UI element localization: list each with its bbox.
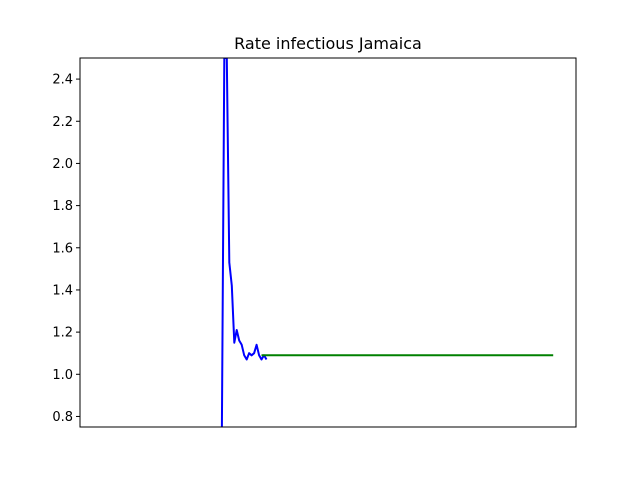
- y-tick-label: 0.8: [52, 410, 73, 425]
- y-tick-label: 1.8: [52, 199, 73, 214]
- chart-title: Rate infectious Jamaica: [234, 34, 422, 53]
- y-tick-label: 2.0: [52, 157, 73, 172]
- plot-lines: [220, 58, 554, 427]
- y-tick-label: 1.0: [52, 368, 73, 383]
- plot-frame: [79, 57, 577, 428]
- series-line-0: [220, 58, 268, 427]
- y-tick-label: 1.4: [52, 283, 73, 298]
- y-tick-label: 1.2: [52, 326, 73, 341]
- y-axis: 0.8 1.0 1.2 1.4 1.6 1.8 2.0 2.2 2.4: [52, 73, 80, 425]
- y-tick-label: 2.4: [52, 73, 73, 88]
- y-tick-label: 2.2: [52, 115, 73, 130]
- y-tick-label: 1.6: [52, 241, 73, 256]
